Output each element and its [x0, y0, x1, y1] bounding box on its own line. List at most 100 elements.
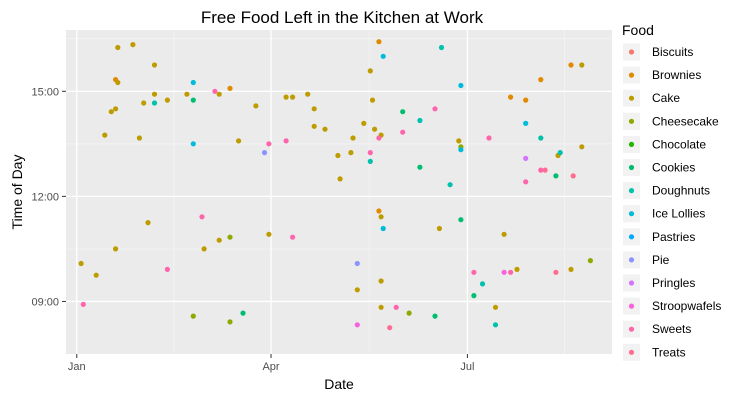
point-doughnuts	[538, 135, 544, 141]
point-cake	[311, 106, 317, 112]
point-cookies	[417, 164, 423, 170]
point-stroopwafels	[501, 269, 507, 275]
point-treats	[542, 167, 548, 173]
y-tick-label: 12:00	[31, 191, 59, 203]
legend-label: Pie	[652, 253, 670, 267]
legend-swatch	[628, 141, 635, 147]
point-doughnuts	[367, 158, 373, 164]
legend-swatch	[628, 326, 635, 332]
point-ice-lollies	[190, 141, 196, 147]
legend-label: Stroopwafels	[652, 299, 721, 313]
point-brownies	[376, 39, 382, 45]
x-axis-ticks: Jan Apr Jul	[68, 354, 474, 373]
point-cake	[311, 123, 317, 129]
legend-title: Food	[622, 22, 654, 38]
point-sweets	[508, 269, 514, 275]
point-cookies	[471, 293, 477, 299]
x-tick-label: Jul	[460, 361, 474, 373]
legend-item-stroopwafels: Stroopwafels	[623, 297, 721, 315]
point-doughnuts	[479, 281, 486, 287]
point-brownies	[227, 85, 233, 91]
point-cake	[141, 100, 147, 106]
point-treats	[570, 173, 576, 179]
legend-item-cheesecake: Cheesecake	[623, 112, 719, 130]
point-brownies	[508, 94, 514, 100]
point-cake	[579, 144, 585, 150]
legend-item-chocolate: Chocolate	[623, 135, 706, 153]
legend-swatch	[628, 72, 635, 78]
legend-swatch	[628, 118, 635, 124]
point-cookies	[553, 173, 559, 179]
point-ice-lollies	[523, 120, 529, 126]
point-brownies	[568, 62, 574, 68]
point-cookies	[432, 313, 438, 319]
point-pie	[261, 150, 268, 156]
point-cake	[354, 287, 360, 293]
point-sweets	[523, 179, 529, 185]
chart-title: Free Food Left in the Kitchen at Work	[201, 8, 484, 27]
point-cake	[253, 103, 259, 109]
point-cake	[164, 97, 170, 103]
legend-label: Sweets	[652, 322, 691, 336]
point-cake	[130, 42, 136, 48]
legend-label: Brownies	[652, 68, 701, 82]
point-cheesecake	[406, 310, 412, 316]
point-doughnuts	[492, 322, 499, 328]
point-cake	[115, 79, 121, 86]
point-cake	[201, 246, 207, 252]
point-cake	[216, 237, 222, 243]
point-doughnuts	[438, 44, 445, 51]
data-points	[78, 39, 594, 331]
y-tick-label: 09:00	[31, 296, 59, 308]
point-ice-lollies	[380, 225, 386, 232]
point-cake	[579, 62, 585, 68]
y-tick-label: 15:00	[31, 86, 59, 98]
legend-item-brownies: Brownies	[623, 66, 701, 84]
legend-swatch	[628, 188, 635, 194]
point-cake	[93, 272, 99, 278]
point-sweets	[393, 304, 399, 310]
legend-label: Pastries	[652, 230, 695, 244]
point-cake	[113, 106, 119, 112]
point-cake	[113, 246, 119, 252]
point-treats	[387, 325, 393, 331]
point-sweets	[290, 234, 296, 240]
point-cookies	[190, 97, 196, 103]
legend-item-doughnuts: Doughnuts	[623, 182, 710, 200]
legend-swatch	[628, 211, 635, 217]
point-cake	[378, 278, 384, 284]
point-cheesecake	[227, 319, 233, 325]
legend-item-ice-lollies: Ice Lollies	[623, 205, 705, 223]
legend-swatch	[628, 280, 635, 286]
x-tick-label: Jan	[68, 361, 86, 373]
point-cake	[369, 97, 376, 103]
point-cheesecake	[587, 258, 594, 264]
point-cake	[136, 135, 142, 141]
point-cake	[367, 68, 373, 74]
point-cake	[322, 126, 328, 132]
point-cake	[501, 231, 507, 237]
point-cheesecake	[227, 234, 233, 240]
point-cake	[350, 135, 356, 141]
point-cake	[216, 91, 222, 97]
point-cake	[102, 132, 108, 138]
point-cake	[290, 94, 296, 100]
point-cake	[184, 91, 190, 97]
point-cake	[568, 266, 574, 272]
point-cake	[145, 220, 151, 226]
point-sweets	[80, 301, 86, 307]
legend-swatch	[628, 234, 635, 240]
legend-item-treats: Treats	[623, 343, 686, 361]
legend-item-pastries: Pastries	[623, 228, 695, 246]
point-ice-lollies	[458, 147, 464, 153]
legend-swatch	[628, 164, 635, 171]
point-stroopwafels	[354, 322, 360, 328]
legend-item-pringles: Pringles	[623, 274, 695, 292]
y-axis-title: Time of Day	[9, 155, 25, 230]
point-cake	[236, 138, 242, 144]
legend-swatch	[628, 349, 635, 355]
point-sweets	[486, 135, 492, 141]
point-pringles	[523, 155, 529, 161]
legend-label: Cake	[652, 91, 680, 105]
